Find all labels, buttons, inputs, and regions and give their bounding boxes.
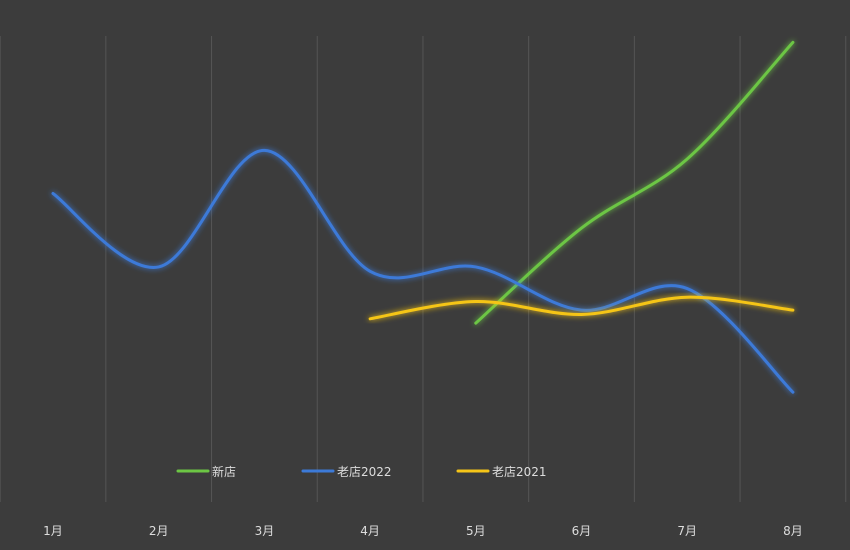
legend: 新店 老店2022 老店2021 (176, 464, 547, 479)
series-0-line (474, 40, 795, 325)
legend-label: 新店 (212, 464, 236, 479)
x-tick-label: 7月 (677, 524, 697, 538)
x-tick-label: 6月 (572, 524, 592, 538)
x-tick-label: 8月 (783, 524, 803, 538)
x-tick-label: 2月 (149, 524, 169, 538)
gridlines (0, 36, 847, 502)
series-2-line (368, 295, 795, 321)
series-lines (51, 40, 795, 394)
x-axis: 1月 2月 3月 4月 5月 6月 7月 8月 (43, 524, 803, 538)
series-1-line (51, 148, 795, 394)
legend-label: 老店2021 (492, 465, 547, 479)
x-tick-label: 3月 (255, 524, 275, 538)
x-tick-label: 1月 (43, 524, 63, 538)
x-tick-label: 5月 (466, 524, 486, 538)
x-tick-label: 4月 (360, 524, 380, 538)
legend-label: 老店2022 (337, 465, 392, 479)
